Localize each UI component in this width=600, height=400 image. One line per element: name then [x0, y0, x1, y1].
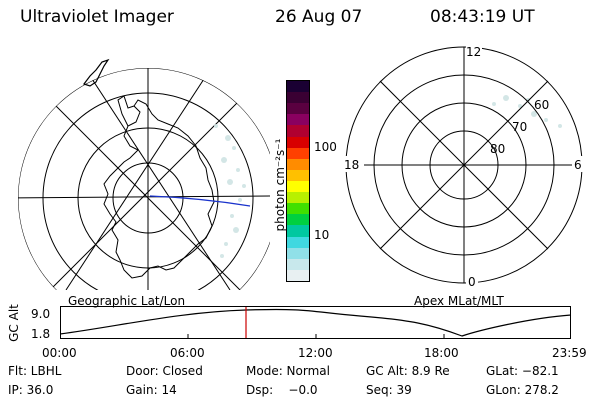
colorbar-segment	[287, 103, 309, 115]
geographic-grid	[18, 68, 270, 290]
altitude-xtick-1: 06:00	[170, 346, 205, 360]
altitude-xtick-2: 12:00	[298, 346, 333, 360]
colorbar-segment	[287, 169, 309, 181]
colorbar-segment	[287, 158, 309, 170]
colorbar-tick-100: 100	[314, 140, 337, 154]
ground-track-line	[149, 195, 251, 207]
info-flt: Flt: LBHL	[8, 364, 62, 378]
colorbar-segment	[287, 180, 309, 193]
info-gc-alt: GC Alt: 8.9 Re	[366, 364, 450, 378]
altitude-xtick-4: 23:59	[552, 346, 587, 360]
mlat-label-60: 60	[534, 98, 549, 112]
colorbar-segment	[287, 236, 309, 248]
altitude-ytick-low: 1.8	[31, 327, 51, 341]
colorbar-segment	[287, 225, 309, 237]
aurora-emission	[214, 124, 246, 258]
info-seq: Seq: 39	[366, 383, 412, 397]
colorbar-segment	[287, 114, 309, 126]
altitude-plot	[60, 306, 572, 339]
colorbar-unit-label: photon cm⁻²s⁻¹	[273, 138, 287, 232]
apex-caption: Apex MLat/MLT	[414, 294, 504, 308]
info-glon: GLon: 278.2	[486, 383, 559, 397]
mlt-label-6: 6	[574, 158, 582, 172]
info-dsp: Dsp: −0.0	[246, 383, 318, 397]
magnetic-map: 12 18 6 0 60 70 80	[342, 44, 586, 289]
colorbar-segment	[287, 92, 309, 104]
colorbar-segment	[287, 214, 309, 226]
colorbar-segment	[287, 136, 309, 148]
colorbar	[286, 80, 310, 282]
colorbar-segment	[287, 203, 309, 215]
aurora-emission-mag	[492, 95, 562, 128]
magnetic-grid	[345, 46, 583, 284]
time-label: 08:43:19 UT	[430, 7, 535, 27]
info-door: Door: Closed	[126, 364, 203, 378]
instrument-title: Ultraviolet Imager	[20, 7, 174, 27]
altitude-xtick-0: 00:00	[42, 346, 77, 360]
info-gain: Gain: 14	[126, 383, 177, 397]
colorbar-segment	[287, 247, 309, 259]
colorbar-tick-10: 10	[314, 228, 330, 242]
geographic-map	[18, 58, 270, 290]
info-mode: Mode: Normal	[246, 364, 330, 378]
info-ip: IP: 36.0	[8, 383, 54, 397]
mlat-label-80: 80	[490, 142, 505, 156]
colorbar-segment	[287, 125, 309, 137]
altitude-curve	[60, 308, 572, 337]
mlt-label-12: 12	[466, 45, 481, 59]
info-glat: GLat: −82.1	[486, 364, 559, 378]
colorbar-segment	[287, 81, 309, 93]
colorbar-segment	[287, 269, 309, 281]
south-america-coastline	[83, 58, 110, 87]
date-label: 26 Aug 07	[275, 7, 363, 27]
mlt-label-18: 18	[344, 158, 359, 172]
colorbar-segment	[287, 147, 309, 159]
altitude-ytick-high: 9.0	[31, 307, 51, 321]
altitude-ylabel: GC Alt	[7, 304, 21, 342]
geographic-caption: Geographic Lat/Lon	[68, 294, 186, 308]
altitude-xtick-3: 18:00	[424, 346, 459, 360]
colorbar-segment	[287, 192, 309, 204]
mlt-label-0: 0	[468, 275, 476, 289]
colorbar-segment	[287, 258, 309, 270]
antarctica-coastline	[103, 99, 215, 279]
mlat-label-70: 70	[512, 120, 527, 134]
